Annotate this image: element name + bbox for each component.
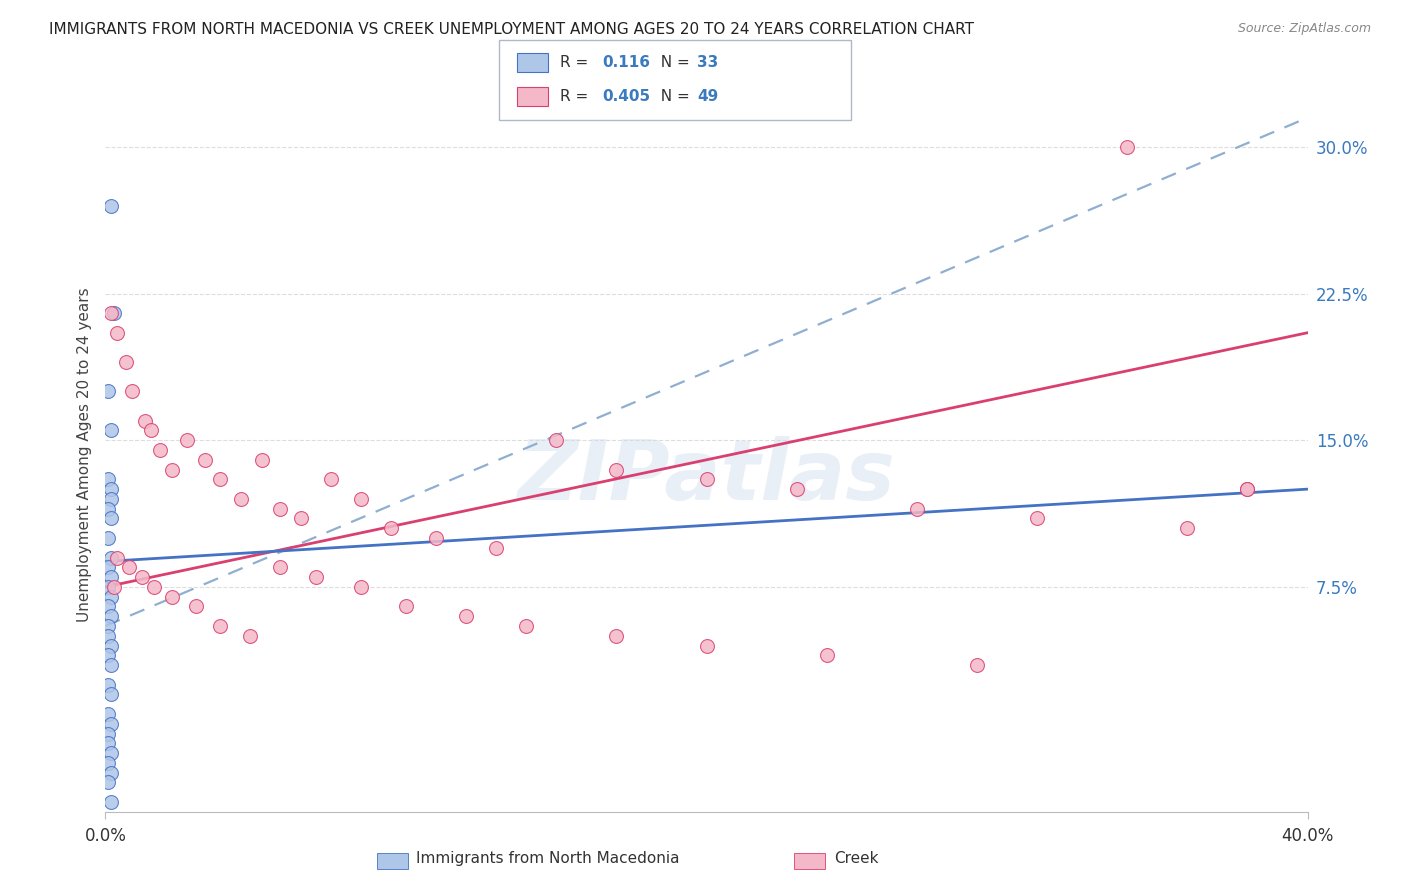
Point [97, 384, 120, 399]
Point [905, 501, 928, 516]
Point [100, 590, 122, 604]
Point [97, 648, 120, 663]
Point [100, 795, 122, 809]
Point [97, 599, 120, 614]
Point [100, 570, 122, 584]
Point [1026, 511, 1049, 525]
Point [131, 570, 153, 584]
Point [100, 716, 122, 731]
Point [97, 501, 120, 516]
Point [208, 619, 231, 633]
Point [1236, 482, 1258, 496]
Point [100, 550, 122, 565]
Point [696, 472, 718, 486]
Point [395, 599, 418, 614]
Point [107, 326, 129, 340]
Point [160, 462, 183, 476]
Point [97, 619, 120, 633]
Point [100, 658, 122, 673]
Point [100, 199, 122, 213]
Point [97, 531, 120, 545]
Text: 40.0%: 40.0% [1281, 828, 1334, 846]
Point [100, 511, 122, 525]
Point [97, 756, 120, 770]
Point [250, 452, 273, 467]
Point [142, 580, 165, 594]
Point [100, 746, 122, 760]
Point [239, 629, 262, 643]
Point [97, 775, 120, 789]
Point [269, 501, 291, 516]
Text: IMMIGRANTS FROM NORTH MACEDONIA VS CREEK UNEMPLOYMENT AMONG AGES 20 TO 24 YEARS : IMMIGRANTS FROM NORTH MACEDONIA VS CREEK… [49, 22, 974, 37]
Point [290, 511, 312, 525]
Point [1116, 140, 1139, 154]
Point [208, 472, 231, 486]
Point [97, 560, 120, 574]
Point [100, 609, 122, 624]
Point [139, 424, 162, 438]
Point [121, 384, 143, 399]
Point [786, 482, 808, 496]
Point [194, 452, 217, 467]
Point [100, 306, 122, 320]
Point [97, 726, 120, 740]
Point [269, 560, 291, 574]
Point [305, 570, 328, 584]
Point [100, 424, 122, 438]
Text: R =: R = [560, 55, 593, 70]
Point [97, 472, 120, 486]
Point [97, 629, 120, 643]
Point [696, 639, 718, 653]
Point [454, 609, 477, 624]
Point [176, 434, 198, 448]
Point [605, 629, 627, 643]
Text: Source: ZipAtlas.com: Source: ZipAtlas.com [1237, 22, 1371, 36]
Point [350, 491, 373, 506]
Text: 49: 49 [697, 89, 718, 103]
Point [100, 687, 122, 701]
Point [107, 550, 129, 565]
Text: 0.405: 0.405 [602, 89, 650, 103]
Text: N =: N = [651, 55, 695, 70]
Point [1175, 521, 1198, 535]
Text: R =: R = [560, 89, 593, 103]
Text: N =: N = [651, 89, 695, 103]
Text: ZIPatlas: ZIPatlas [517, 436, 896, 516]
Point [100, 491, 122, 506]
Point [103, 580, 125, 594]
Point [97, 580, 120, 594]
Point [115, 355, 138, 369]
Text: 33: 33 [697, 55, 718, 70]
Point [350, 580, 373, 594]
Point [97, 678, 120, 692]
Text: 0.0%: 0.0% [84, 828, 127, 846]
Point [134, 414, 156, 428]
Point [319, 472, 342, 486]
Point [100, 482, 122, 496]
Point [160, 590, 183, 604]
Text: 0.116: 0.116 [602, 55, 650, 70]
Point [229, 491, 252, 506]
Point [148, 443, 170, 458]
Point [546, 434, 568, 448]
Point [815, 648, 838, 663]
Y-axis label: Unemployment Among Ages 20 to 24 years: Unemployment Among Ages 20 to 24 years [76, 287, 91, 623]
Text: Immigrants from North Macedonia: Immigrants from North Macedonia [416, 851, 679, 865]
Text: Creek: Creek [834, 851, 879, 865]
Point [118, 560, 141, 574]
Point [966, 658, 988, 673]
Point [103, 306, 125, 320]
Point [100, 765, 122, 780]
Point [485, 541, 508, 555]
Point [380, 521, 402, 535]
Point [605, 462, 627, 476]
Point [1236, 482, 1258, 496]
Point [425, 531, 447, 545]
Point [100, 639, 122, 653]
Point [515, 619, 537, 633]
Point [97, 706, 120, 721]
Point [184, 599, 207, 614]
Point [97, 736, 120, 750]
